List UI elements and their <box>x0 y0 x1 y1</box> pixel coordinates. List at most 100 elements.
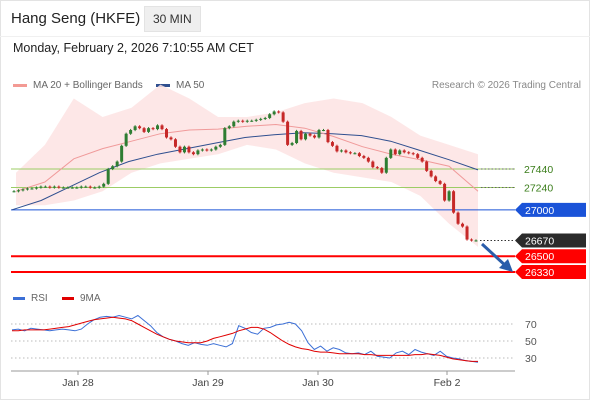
candle-body <box>452 191 456 213</box>
x-tick-label: Jan 30 <box>302 377 334 389</box>
rsi-tick-70: 70 <box>525 319 537 331</box>
candle-body <box>52 186 56 188</box>
candle-body <box>281 112 285 122</box>
ma20-swatch <box>13 84 27 87</box>
candle-body <box>286 121 290 145</box>
x-tick-label: Feb 2 <box>434 377 461 389</box>
level-tag-26500 <box>515 249 586 264</box>
instrument-title: Hang Seng (HKFE) <box>11 10 141 27</box>
candle-body <box>173 139 177 147</box>
level-text-27440: 27440 <box>524 164 553 176</box>
candle-body <box>39 186 43 188</box>
candle-body <box>425 161 429 171</box>
legend-ma20: MA 20 + Bollinger Bands <box>13 80 143 91</box>
level-text-26670: 26670 <box>525 235 554 247</box>
ma50-swatch <box>156 84 170 87</box>
candle-body <box>48 186 52 188</box>
candle-body <box>398 150 402 155</box>
candle-body <box>411 153 415 155</box>
candle-body <box>102 183 106 187</box>
candles <box>12 110 478 242</box>
candle-body <box>115 161 119 167</box>
candle-body <box>133 126 137 131</box>
candle-body <box>232 121 236 127</box>
candle-body <box>97 186 101 188</box>
candle-body <box>129 130 133 134</box>
candle-body <box>182 146 186 153</box>
ma20-label: MA 20 + Bollinger Bands <box>33 80 143 91</box>
candle-body <box>438 181 442 184</box>
candle-body <box>362 156 366 158</box>
candle-body <box>461 223 465 227</box>
candle-body <box>245 120 249 122</box>
candle-body <box>160 125 164 130</box>
candle-body <box>43 186 47 188</box>
candle-body <box>313 135 317 138</box>
candle-body <box>111 166 115 169</box>
report-datetime: Monday, February 2, 2026 7:10:55 AM CET <box>13 41 254 55</box>
level-text-26330: 26330 <box>525 267 554 279</box>
candle-body <box>456 212 460 224</box>
candle-body <box>196 150 200 155</box>
candle-body <box>295 130 299 144</box>
candle-body <box>321 130 325 132</box>
candle-body <box>34 187 38 189</box>
level-text-27000: 27000 <box>525 205 554 217</box>
bollinger-band <box>16 84 478 247</box>
candle-body <box>84 186 88 188</box>
candle-body <box>106 169 110 184</box>
candle-body <box>353 153 357 155</box>
candle-body <box>88 186 92 188</box>
candle-body <box>66 187 70 189</box>
level-label-26330: 26330 <box>515 265 586 279</box>
candle-body <box>120 145 124 162</box>
candle-body <box>447 191 451 201</box>
research-credit: Research © 2026 Trading Central <box>431 80 581 91</box>
forecast-arrow <box>480 242 513 272</box>
candle-body <box>138 126 142 129</box>
candle-body <box>268 114 272 118</box>
candle-body <box>187 146 191 153</box>
candle-body <box>205 149 209 151</box>
level-label-27240: 27240 <box>481 183 553 195</box>
candle-body <box>30 188 34 190</box>
candle-body <box>236 120 240 122</box>
candle-body <box>371 161 375 168</box>
candle-body <box>191 152 195 155</box>
candle-body <box>227 126 231 129</box>
ma50-label: MA 50 <box>176 80 205 91</box>
candle-body <box>470 239 474 241</box>
candle-body <box>304 133 308 140</box>
candle-body <box>389 149 393 158</box>
level-tag-26330 <box>515 265 586 279</box>
candle-body <box>169 137 173 140</box>
rsi-tick-50: 50 <box>525 336 537 348</box>
rsi-swatch <box>13 297 25 300</box>
rsi-tick-30: 30 <box>525 353 537 365</box>
candle-body <box>416 154 420 158</box>
candle-body <box>61 187 65 189</box>
level-label-27440: 27440 <box>481 164 553 176</box>
candle-body <box>151 128 155 130</box>
header-divider <box>0 36 590 37</box>
candle-body <box>443 183 447 201</box>
rsi-ma-swatch <box>62 297 74 300</box>
candle-body <box>366 157 370 162</box>
candle-body <box>375 167 379 169</box>
candle-body <box>465 226 469 240</box>
candle-body <box>402 150 406 153</box>
candle-body <box>259 118 263 120</box>
candle-body <box>384 157 388 173</box>
timeframe-button[interactable]: 30 MIN <box>144 6 201 32</box>
candle-body <box>147 128 151 132</box>
candle-body <box>429 170 433 177</box>
candle-body <box>263 117 267 119</box>
legend-rsi-ma: 9MA <box>62 293 101 304</box>
level-label-26670: 26670 <box>515 233 586 248</box>
rsi-label: RSI <box>31 293 48 304</box>
forecast-arrow-shaft <box>480 242 509 269</box>
candle-body <box>380 168 384 173</box>
candle-body <box>393 149 397 155</box>
candle-body <box>79 186 83 188</box>
